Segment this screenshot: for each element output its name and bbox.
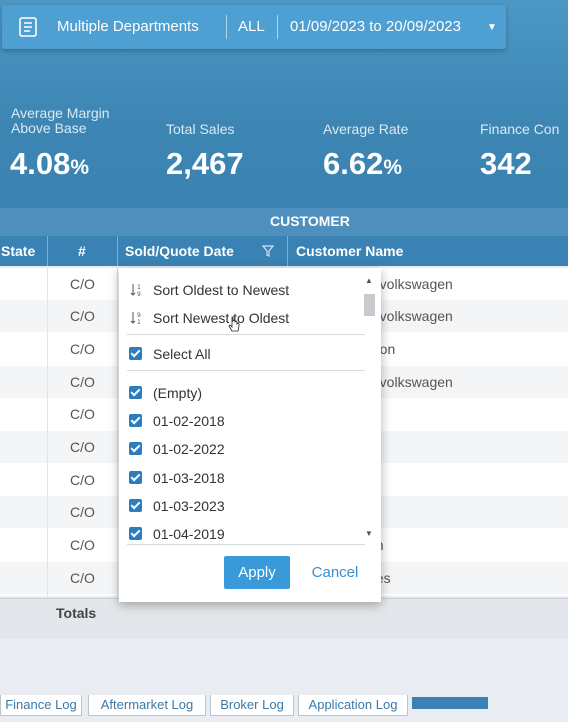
column-header-customer-name[interactable]: Customer Name — [296, 243, 404, 259]
tab-aftermarket-log[interactable]: Aftermarket Log — [88, 695, 206, 716]
filter-value-option[interactable]: 01-04-2019 — [119, 522, 369, 546]
svg-text:1: 1 — [137, 284, 141, 291]
divider — [127, 544, 365, 545]
scrollbar-thumb[interactable] — [364, 294, 375, 316]
divider — [277, 15, 278, 39]
column-divider — [287, 236, 288, 266]
filter-value-option[interactable]: 01-02-2018 — [119, 409, 369, 433]
filter-value-option[interactable]: (Empty) — [119, 381, 369, 405]
group-header-customer: CUSTOMER — [0, 208, 568, 236]
divider — [226, 15, 227, 39]
sort-ascending-option[interactable]: 1 9 Sort Oldest to Newest — [119, 278, 369, 302]
totals-row: Totals — [0, 598, 568, 639]
grid-line — [47, 268, 48, 598]
chevron-down-icon[interactable]: ▼ — [487, 22, 497, 33]
checkbox[interactable] — [129, 527, 142, 540]
scrollbar[interactable]: ▲ ▼ — [363, 274, 377, 542]
bottom-tab-bar: Finance Log Aftermarket Log Broker Log A… — [0, 694, 568, 722]
svg-text:9: 9 — [137, 291, 141, 298]
sort-ascending-icon: 1 9 — [130, 284, 141, 298]
filter-bar[interactable]: Multiple Departments ALL 01/09/2023 to 2… — [2, 5, 506, 49]
dashboard-header: Multiple Departments ALL 01/09/2023 to 2… — [0, 0, 568, 208]
kpi-label-margin: Average Margin Above Base — [11, 105, 110, 136]
column-divider — [47, 236, 48, 266]
tab-application-log[interactable]: Application Log — [298, 695, 408, 716]
kpi-label-finance: Finance Con — [480, 121, 560, 137]
checkbox[interactable] — [129, 442, 142, 455]
column-divider — [117, 236, 118, 266]
filter-icon[interactable] — [262, 245, 274, 257]
checkbox[interactable] — [129, 499, 142, 512]
checkbox[interactable] — [129, 414, 142, 427]
document-icon — [19, 17, 37, 37]
tab-broker-log[interactable]: Broker Log — [210, 695, 294, 716]
column-header-state[interactable]: State — [1, 243, 36, 259]
kpi-label-average-rate: Average Rate — [323, 121, 409, 137]
svg-text:9: 9 — [137, 312, 141, 319]
filter-value-option[interactable]: 01-03-2018 — [119, 466, 369, 490]
tab-finance-log[interactable]: Finance Log — [0, 695, 82, 716]
cancel-button[interactable]: Cancel — [305, 556, 365, 589]
select-all-option[interactable]: Select All — [119, 342, 369, 366]
column-header-row: State # Sold/Quote Date Customer Name — [0, 236, 568, 266]
date-filter-dropdown: 1 9 Sort Oldest to Newest 9 1 Sort Newes… — [119, 268, 381, 602]
departments-filter[interactable]: Multiple Departments — [57, 18, 199, 35]
date-range-filter[interactable]: 01/09/2023 to 20/09/2023 — [290, 18, 461, 35]
divider — [127, 334, 365, 335]
checkbox[interactable] — [129, 471, 142, 484]
checkbox[interactable] — [129, 386, 142, 399]
grid-line — [117, 268, 118, 598]
kpi-value-margin: 4.08% — [10, 146, 90, 181]
filter-value-option[interactable]: 01-03-2023 — [119, 494, 369, 518]
kpi-value-finance: 342 — [480, 146, 532, 181]
column-header-number[interactable]: # — [78, 243, 86, 259]
svg-text:1: 1 — [137, 319, 141, 326]
table-row[interactable]: C/O n volkswagen — [70, 276, 453, 292]
table-row[interactable]: C/O — [70, 406, 95, 422]
divider — [127, 370, 365, 371]
checkbox[interactable] — [129, 347, 142, 360]
column-header-sold-quote-date[interactable]: Sold/Quote Date — [125, 243, 234, 259]
kpi-value-average-rate: 6.62% — [323, 146, 403, 181]
kpi-label-total-sales: Total Sales — [166, 121, 235, 137]
kpi-value-total-sales: 2,467 — [166, 146, 244, 181]
sort-descending-icon: 9 1 — [130, 312, 141, 326]
scroll-indicator[interactable] — [412, 697, 488, 709]
apply-button[interactable]: Apply — [224, 556, 290, 589]
sort-descending-option[interactable]: 9 1 Sort Newest to Oldest — [119, 306, 369, 330]
scroll-up-icon[interactable]: ▲ — [365, 276, 373, 285]
pointer-cursor-icon — [228, 316, 240, 332]
filter-value-option[interactable]: 01-02-2022 — [119, 437, 369, 461]
scope-filter[interactable]: ALL — [238, 18, 265, 35]
scroll-down-icon[interactable]: ▼ — [365, 529, 373, 538]
